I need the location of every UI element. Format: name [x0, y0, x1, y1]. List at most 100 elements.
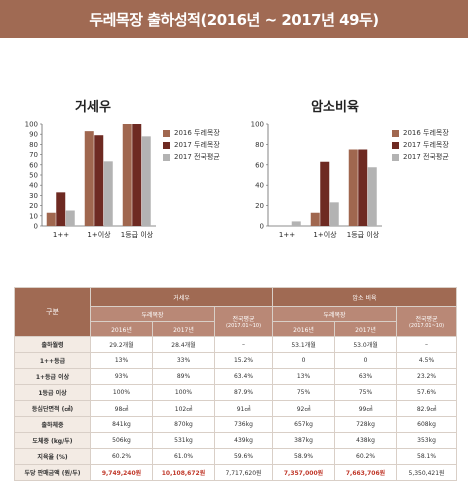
table-cell: 10,108,672원: [152, 464, 215, 481]
table-cell: 89%: [152, 368, 215, 385]
table-row: 두당 판매금액 (원/두) 9,749,240원 10,108,672원 7,717,…: [14, 464, 458, 481]
row-label: 두당 판매금액 (원/두): [14, 464, 91, 481]
y-tick-label: 80: [255, 141, 264, 149]
table-row: 등심단면적 (㎠) 98㎠ 102㎠ 91㎠ 92㎠ 99㎠ 82.9㎠: [14, 400, 458, 417]
table-cell: 93%: [90, 368, 153, 385]
table-cell: 13%: [90, 352, 153, 369]
legend-swatch: [392, 129, 399, 137]
row-label: 출하월령: [14, 336, 91, 353]
table-cell: 439kg: [213, 432, 274, 449]
row-label: 출하체중: [14, 416, 91, 433]
table-cell: 0: [272, 352, 336, 369]
bar-2-1: [132, 124, 142, 226]
bar-1-2: [103, 161, 113, 226]
table-header-gubun: 구분: [14, 287, 91, 337]
table-header-national-steer: 전국평균 (2017.01~10): [213, 306, 274, 337]
x-tick-label: 1++: [53, 231, 69, 239]
table-header-farm-cow: 두레목장: [272, 306, 398, 322]
table-cell: 736kg: [213, 416, 274, 433]
table-cell: 100%: [152, 384, 215, 401]
table-cell: 102㎠: [152, 400, 215, 417]
legend-swatch: [163, 141, 170, 149]
table-cell: 61.0%: [152, 448, 215, 465]
table-header-2017: 2017년: [152, 321, 215, 337]
bar-2-2: [367, 167, 377, 226]
legend-label: 2017 두레목장: [403, 141, 449, 149]
table-cell: 7,717,620원: [213, 464, 274, 481]
table-cell: 87.9%: [213, 384, 274, 401]
table-cell: 58.9%: [272, 448, 336, 465]
table-cell: 353kg: [396, 432, 458, 449]
y-tick-label: 20: [255, 202, 264, 210]
table-header-2016: 2016년: [272, 321, 336, 337]
table-header-national-cow: 전국평균 (2017.01~10): [396, 306, 458, 337]
table-cell: 75%: [334, 384, 398, 401]
y-tick-label: 70: [29, 151, 38, 159]
row-label: 1++등급: [14, 352, 91, 369]
y-tick-label: 40: [29, 182, 38, 190]
table-cell: 531kg: [152, 432, 215, 449]
table-cell: 728kg: [334, 416, 398, 433]
table-cell: 438kg: [334, 432, 398, 449]
y-tick-label: 90: [29, 131, 38, 139]
table-cell: 387kg: [272, 432, 336, 449]
table-row: 지육율 (%) 60.2% 61.0% 59.6% 58.9% 60.2% 58.1%: [14, 448, 458, 465]
table-cell: 7,357,000원: [272, 464, 336, 481]
y-tick-label: 40: [255, 182, 264, 190]
table-cell: 23.2%: [396, 368, 458, 385]
table-cell: 7,663,706원: [334, 464, 398, 481]
row-label: 1등급 이상: [14, 384, 91, 401]
table-cell: 60.2%: [90, 448, 153, 465]
table-cell: 5,350,421원: [396, 464, 458, 481]
y-tick-label: 20: [29, 202, 38, 210]
table-cell: 99㎠: [334, 400, 398, 417]
y-tick-label: 100: [251, 121, 264, 129]
shipment-stats-table: 구분 거세우 암소 비육 두레목장 전국평균 (2017.01~10) 두레목장…: [14, 287, 458, 481]
table-header-steer: 거세우: [89, 287, 274, 307]
table-cell: 82.9㎠: [396, 400, 458, 417]
table-header-cow: 암소 비육: [272, 287, 458, 307]
steer-bar-chart: 0 10 20 30 40 50 60 70 80 90 100 1++ 1+이상 1등급 이상: [25, 121, 156, 239]
legend-entry: 2017 두레목장: [163, 139, 220, 151]
row-label: 도체중 (kg/두): [14, 432, 91, 449]
legend-entry: 2017 전국평균: [163, 151, 220, 163]
table-row: 도체중 (kg/두) 506kg 531kg 439kg 387kg 438kg 353kg: [14, 432, 458, 449]
bar-1-0: [84, 131, 94, 226]
national-period: (2017.01~10): [225, 323, 262, 329]
bar-0-2: [291, 221, 301, 226]
x-tick-label: 1+이상: [313, 230, 337, 239]
table-cell: 53.0개월: [334, 336, 398, 353]
bar-1-1: [94, 135, 104, 226]
legend-label: 2017 전국평균: [174, 153, 220, 161]
table-row: 1등급 이상 100% 100% 87.9% 75% 75% 57.6%: [14, 384, 458, 401]
row-label: 등심단면적 (㎠): [14, 400, 91, 417]
table-cell: 98㎠: [90, 400, 153, 417]
table-row: 1+등급 이상 93% 89% 63.4% 13% 63% 23.2%: [14, 368, 458, 385]
table-cell: 870kg: [152, 416, 215, 433]
y-tick-label: 60: [29, 161, 38, 169]
table-cell: 33%: [152, 352, 215, 369]
legend-entry: 2016 두레목장: [392, 127, 449, 139]
legend-label: 2016 두레목장: [403, 129, 449, 137]
bar-0-0: [46, 212, 56, 226]
table-row: 출하월령 29.2개월 28.4개월 –53.1개월 53.0개월 –: [14, 336, 458, 353]
bar-1-2: [329, 202, 339, 226]
table-cell: 841kg: [90, 416, 153, 433]
bar-2-1: [358, 149, 368, 226]
table-header-farm-steer: 두레목장: [90, 306, 215, 322]
y-tick-label: 30: [29, 192, 38, 200]
legend-entry: 2017 전국평균: [392, 151, 449, 163]
chart-legend-cow: 2016 두레목장 2017 두레목장 2017 전국평균: [392, 127, 449, 163]
table-cell: –: [396, 336, 458, 353]
table-cell: 506kg: [90, 432, 153, 449]
bar-2-0: [122, 124, 132, 226]
table-cell: 4.5%: [396, 352, 458, 369]
y-tick-label: 60: [255, 161, 264, 169]
table-cell: 60.2%: [334, 448, 398, 465]
legend-swatch: [163, 153, 170, 161]
cow-bar-chart: 0 20 40 60 80 100 1++ 1+이상 1등급 이상: [251, 121, 382, 239]
table-cell: –: [213, 336, 274, 353]
table-cell: 91㎠: [213, 400, 274, 417]
x-tick-label: 1등급 이상: [347, 230, 380, 239]
table-cell: 57.6%: [396, 384, 458, 401]
